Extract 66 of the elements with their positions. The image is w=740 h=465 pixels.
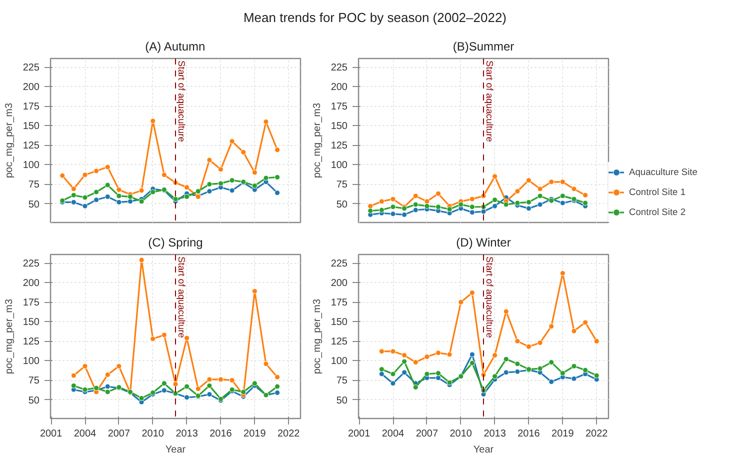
y-tick-label: 200 — [330, 278, 348, 290]
x-tick-label: 2013 — [176, 428, 198, 440]
y-tick-label: 75 — [28, 180, 40, 191]
y-tick-label: 225 — [22, 62, 40, 74]
x-tick-label: 2016 — [518, 428, 540, 440]
x-tick-label: 2007 — [416, 428, 438, 440]
ref-line-label: Start of aquaculture — [484, 60, 494, 142]
x-tick-label: 2010 — [142, 428, 164, 440]
x-tick-label: 2016 — [210, 428, 232, 440]
y-tick-label: 175 — [330, 298, 348, 309]
x-tick-label: 2007 — [108, 428, 130, 440]
y-tick-label: 150 — [22, 317, 40, 328]
y-tick-label: 75 — [336, 180, 348, 191]
y-axis-title: poc_mg_per_m3 — [4, 298, 15, 374]
chart-title: (C) Spring — [148, 236, 203, 250]
legend-label: Control Site 2 — [629, 207, 686, 217]
x-tick-label: 2001 — [40, 428, 63, 440]
chart-title: (B)Summer — [452, 40, 514, 54]
y-tick-label: 225 — [22, 258, 40, 270]
chart-title: (D) Winter — [456, 236, 511, 250]
y-tick-label: 200 — [22, 278, 40, 290]
y-tick-label: 75 — [28, 376, 40, 387]
y-tick-label: 50 — [28, 199, 40, 210]
x-tick-label: 2022 — [278, 428, 300, 440]
y-tick-label: 175 — [22, 298, 40, 309]
y-tick-label: 50 — [336, 199, 348, 210]
ref-line-label: Start of aquaculture — [484, 256, 494, 338]
y-tick-label: 200 — [330, 82, 348, 94]
y-axis-title: poc_mg_per_m3 — [4, 102, 15, 178]
y-tick-label: 75 — [336, 376, 348, 387]
x-tick-label: 2001 — [348, 428, 371, 440]
y-tick-label: 125 — [330, 336, 348, 348]
ref-line-label: Start of aquaculture — [176, 60, 186, 142]
y-tick-label: 150 — [330, 317, 348, 328]
x-tick-label: 2019 — [552, 428, 574, 440]
legend-label: Control Site 1 — [629, 187, 686, 197]
x-tick-label: 2010 — [450, 428, 472, 440]
y-tick-label: 175 — [330, 102, 348, 113]
y-tick-label: 200 — [22, 82, 40, 94]
y-tick-label: 150 — [22, 121, 40, 132]
x-tick-label: 2022 — [586, 428, 608, 440]
y-tick-label: 50 — [28, 395, 40, 406]
ref-line-label: Start of aquaculture — [176, 256, 186, 338]
y-tick-label: 150 — [330, 121, 348, 132]
y-tick-label: 50 — [336, 395, 348, 406]
y-tick-label: 100 — [22, 356, 40, 368]
y-tick-label: 125 — [22, 336, 40, 348]
y-tick-label: 100 — [330, 356, 348, 368]
text: Mean trends for POC by season (2002–2022) — [243, 9, 507, 27]
y-tick-label: 100 — [22, 160, 40, 172]
x-axis-title: Year — [165, 444, 186, 456]
x-tick-label: 2019 — [244, 428, 266, 440]
x-axis-title: Year — [473, 444, 494, 456]
y-axis-title: poc_mg_per_m3 — [312, 102, 323, 178]
y-tick-label: 175 — [22, 102, 40, 113]
x-tick-label: 2004 — [382, 428, 405, 440]
y-tick-label: 100 — [330, 160, 348, 172]
y-tick-label: 225 — [330, 62, 348, 74]
y-tick-label: 125 — [330, 140, 348, 152]
y-tick-label: 125 — [22, 140, 40, 152]
y-tick-label: 225 — [330, 258, 348, 270]
chart-title: (A) Autumn — [145, 40, 206, 54]
legend-label: Aquaculture Site — [629, 167, 698, 177]
x-tick-label: 2013 — [484, 428, 506, 440]
x-tick-label: 2004 — [74, 428, 97, 440]
y-axis-title: poc_mg_per_m3 — [312, 298, 323, 374]
